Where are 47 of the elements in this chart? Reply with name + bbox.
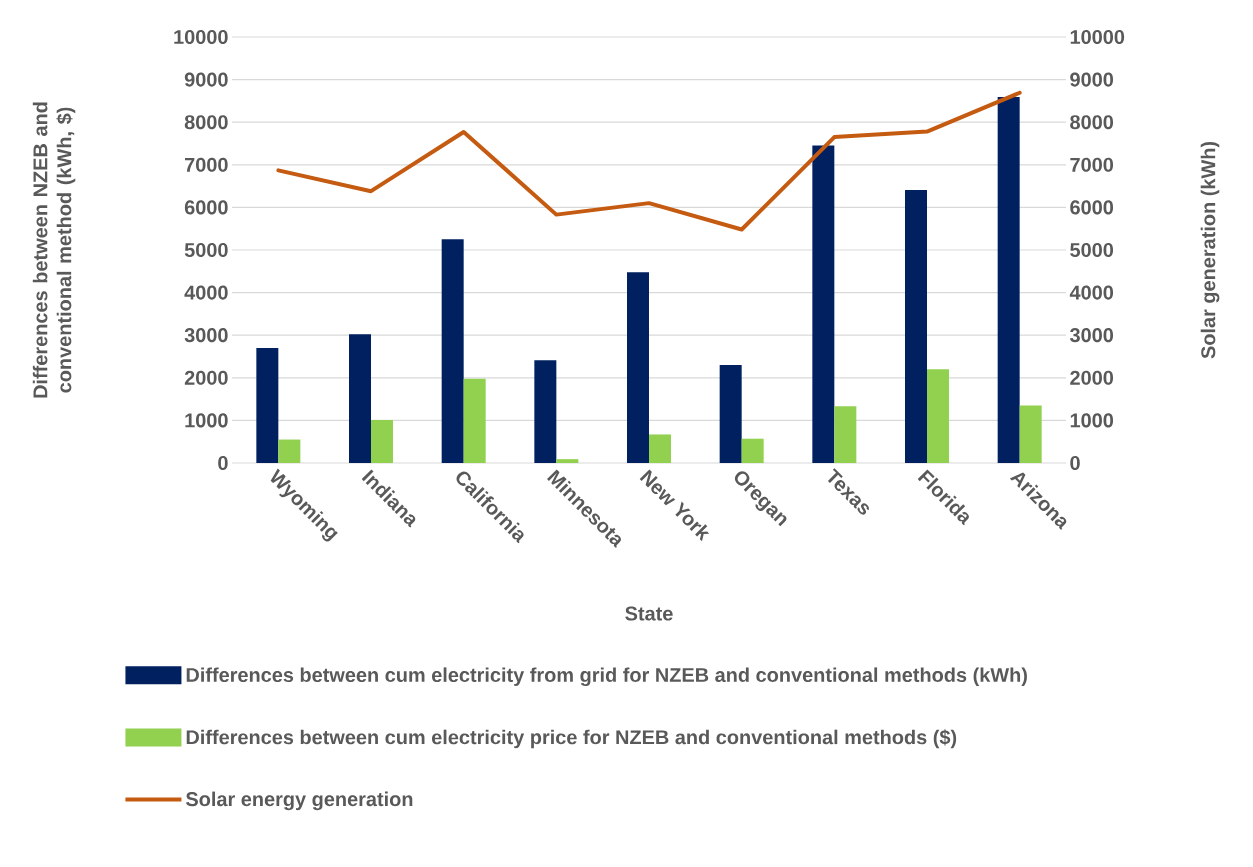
y2-axis-title: Solar generation (kWh) — [1200, 141, 1220, 359]
y2-tick-label: 10000 — [1070, 29, 1125, 45]
x-axis-title: State — [625, 606, 673, 621]
bar — [556, 459, 579, 463]
y2-tick-label: 5000 — [1070, 242, 1114, 258]
y-tick-label: 7000 — [185, 157, 228, 172]
y2-tick-label: 2000 — [1070, 370, 1114, 385]
bar — [278, 439, 301, 463]
bar — [812, 145, 835, 463]
legend-label: Differences between cum electricity price for NZEB and conventional methods ($) — [186, 729, 957, 749]
bar — [741, 438, 764, 463]
y2-tick-label: 6000 — [1070, 200, 1114, 215]
y2-tick-label: 0 — [1070, 455, 1080, 471]
y2-tick-label: 7000 — [1070, 157, 1114, 172]
y2-tick-label: 3000 — [1069, 328, 1114, 343]
bar — [927, 369, 949, 463]
bar — [349, 334, 372, 463]
bar — [463, 378, 486, 463]
bar — [905, 189, 927, 463]
bar — [441, 239, 464, 463]
y-tick-label: 8000 — [184, 115, 228, 130]
legend-label: Differences between cum electricity from grid for NZEB and conventional methods (kWh) — [186, 667, 1027, 687]
bar — [649, 434, 671, 463]
y-tick-label: 6000 — [184, 200, 228, 215]
y2-tick-label: 9000 — [1070, 72, 1114, 87]
line-series — [276, 90, 1022, 232]
y-tick-label: 9000 — [184, 72, 228, 87]
y-tick-label: 2000 — [184, 370, 228, 385]
bar — [627, 272, 649, 463]
bar — [834, 406, 857, 463]
bar — [719, 365, 742, 463]
bar — [1019, 405, 1042, 463]
legend-label: Solar energy generation — [185, 791, 413, 811]
y-tick-label: 4000 — [184, 285, 228, 300]
bar — [371, 419, 394, 463]
y-axis-title: Differences between NZEB and conventional method (kWh, $) — [32, 102, 76, 398]
y-tick-label: 5000 — [184, 242, 228, 258]
bar — [534, 360, 557, 463]
y-tick-label: 3000 — [184, 328, 228, 343]
y2-tick-label: 1000 — [1070, 413, 1114, 428]
bar — [256, 347, 279, 463]
y2-tick-label: 4000 — [1069, 285, 1114, 300]
y-tick-label: 1000 — [185, 413, 228, 428]
y-tick-label: 10000 — [174, 29, 228, 45]
y-tick-label: 0 — [218, 455, 228, 471]
bar — [997, 97, 1020, 463]
y2-tick-label: 8000 — [1070, 115, 1114, 130]
